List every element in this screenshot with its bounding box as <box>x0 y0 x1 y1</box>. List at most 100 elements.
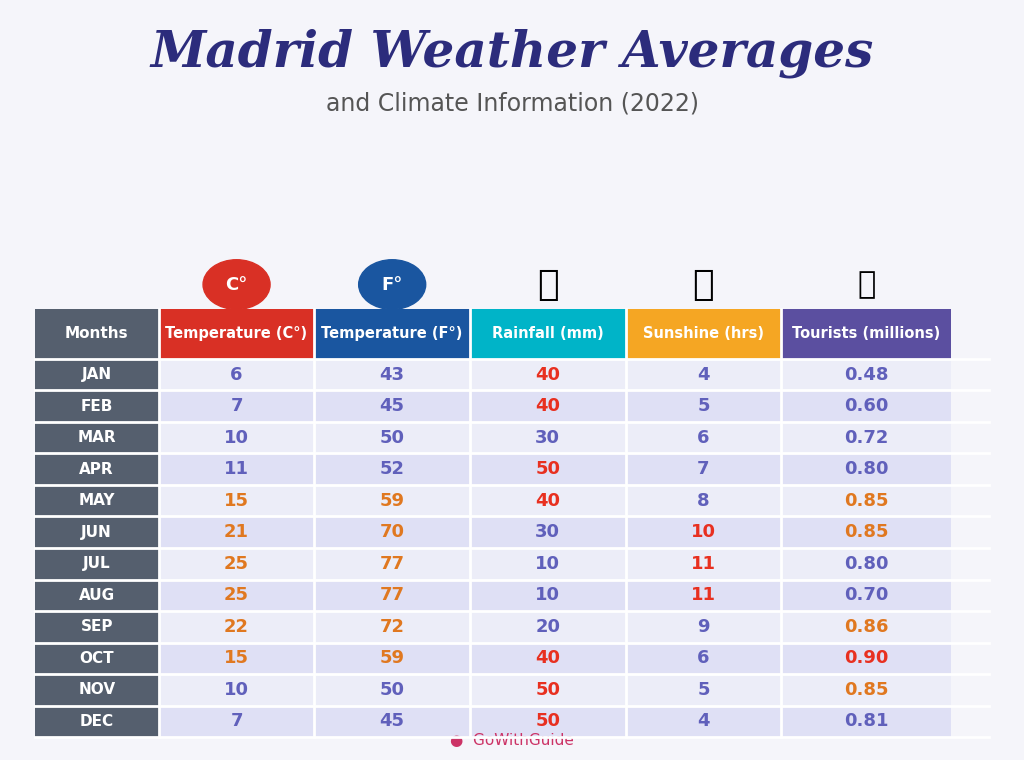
Text: Months: Months <box>65 326 128 341</box>
Text: 30: 30 <box>536 523 560 541</box>
Text: 5: 5 <box>697 397 710 415</box>
Text: 7: 7 <box>697 461 710 478</box>
FancyBboxPatch shape <box>781 359 951 391</box>
Text: AUG: AUG <box>79 587 115 603</box>
FancyBboxPatch shape <box>470 309 626 359</box>
FancyBboxPatch shape <box>626 674 781 705</box>
FancyBboxPatch shape <box>314 454 470 485</box>
FancyBboxPatch shape <box>314 309 470 359</box>
Text: JAN: JAN <box>82 367 112 382</box>
FancyBboxPatch shape <box>781 391 951 422</box>
Text: Madrid Weather Averages: Madrid Weather Averages <box>151 28 873 78</box>
Text: APR: APR <box>80 462 114 477</box>
FancyBboxPatch shape <box>314 674 470 705</box>
FancyBboxPatch shape <box>35 548 159 580</box>
FancyBboxPatch shape <box>35 611 159 642</box>
Text: 4: 4 <box>697 366 710 384</box>
Text: 15: 15 <box>224 649 249 667</box>
Text: 30: 30 <box>536 429 560 447</box>
Text: 6: 6 <box>230 366 243 384</box>
Text: 0.80: 0.80 <box>844 461 889 478</box>
Text: 43: 43 <box>380 366 404 384</box>
FancyBboxPatch shape <box>35 309 159 359</box>
Text: 10: 10 <box>536 555 560 573</box>
Text: 77: 77 <box>380 555 404 573</box>
Text: JUN: JUN <box>81 524 112 540</box>
Text: FEB: FEB <box>81 399 113 413</box>
FancyBboxPatch shape <box>470 391 626 422</box>
Text: 52: 52 <box>380 461 404 478</box>
FancyBboxPatch shape <box>35 359 159 391</box>
Text: 0.60: 0.60 <box>844 397 889 415</box>
FancyBboxPatch shape <box>781 309 951 359</box>
Circle shape <box>203 260 270 309</box>
FancyBboxPatch shape <box>314 705 470 737</box>
FancyBboxPatch shape <box>314 359 470 391</box>
Text: 50: 50 <box>536 681 560 698</box>
Text: 0.85: 0.85 <box>844 492 889 510</box>
Text: ●  GoWithGuide: ● GoWithGuide <box>451 733 573 749</box>
Text: SEP: SEP <box>81 619 113 635</box>
FancyBboxPatch shape <box>470 674 626 705</box>
Text: DEC: DEC <box>80 714 114 729</box>
FancyBboxPatch shape <box>470 485 626 517</box>
Text: 11: 11 <box>691 555 716 573</box>
Text: 0.72: 0.72 <box>844 429 889 447</box>
FancyBboxPatch shape <box>159 517 314 548</box>
Text: 7: 7 <box>230 712 243 730</box>
Text: 0.90: 0.90 <box>844 649 889 667</box>
Text: Tourists (millions): Tourists (millions) <box>793 326 940 341</box>
FancyBboxPatch shape <box>314 580 470 611</box>
FancyBboxPatch shape <box>159 674 314 705</box>
FancyBboxPatch shape <box>159 485 314 517</box>
FancyBboxPatch shape <box>159 548 314 580</box>
Text: Temperature (F°): Temperature (F°) <box>322 326 463 341</box>
Text: 6: 6 <box>697 429 710 447</box>
FancyBboxPatch shape <box>35 580 159 611</box>
FancyBboxPatch shape <box>159 359 314 391</box>
Text: 25: 25 <box>224 586 249 604</box>
FancyBboxPatch shape <box>781 611 951 642</box>
Text: 40: 40 <box>536 492 560 510</box>
Text: 0.80: 0.80 <box>844 555 889 573</box>
FancyBboxPatch shape <box>35 485 159 517</box>
Text: and Climate Information (2022): and Climate Information (2022) <box>326 91 698 116</box>
FancyBboxPatch shape <box>626 485 781 517</box>
FancyBboxPatch shape <box>159 391 314 422</box>
FancyBboxPatch shape <box>781 422 951 454</box>
FancyBboxPatch shape <box>35 705 159 737</box>
Text: NOV: NOV <box>78 682 116 697</box>
Text: 70: 70 <box>380 523 404 541</box>
FancyBboxPatch shape <box>35 517 159 548</box>
FancyBboxPatch shape <box>626 705 781 737</box>
Text: 22: 22 <box>224 618 249 636</box>
FancyBboxPatch shape <box>470 359 626 391</box>
FancyBboxPatch shape <box>626 391 781 422</box>
FancyBboxPatch shape <box>781 485 951 517</box>
FancyBboxPatch shape <box>314 391 470 422</box>
Text: 40: 40 <box>536 649 560 667</box>
FancyBboxPatch shape <box>626 548 781 580</box>
FancyBboxPatch shape <box>314 517 470 548</box>
FancyBboxPatch shape <box>470 705 626 737</box>
FancyBboxPatch shape <box>470 580 626 611</box>
FancyBboxPatch shape <box>470 611 626 642</box>
Text: 72: 72 <box>380 618 404 636</box>
Text: 0.81: 0.81 <box>844 712 889 730</box>
FancyBboxPatch shape <box>470 517 626 548</box>
FancyBboxPatch shape <box>35 391 159 422</box>
FancyBboxPatch shape <box>159 611 314 642</box>
FancyBboxPatch shape <box>470 548 626 580</box>
FancyBboxPatch shape <box>314 485 470 517</box>
Text: Temperature (C°): Temperature (C°) <box>166 326 307 341</box>
Text: 9: 9 <box>697 618 710 636</box>
Text: 10: 10 <box>536 586 560 604</box>
Text: Rainfall (mm): Rainfall (mm) <box>492 326 604 341</box>
Text: F°: F° <box>382 276 402 293</box>
Text: 15: 15 <box>224 492 249 510</box>
FancyBboxPatch shape <box>781 548 951 580</box>
FancyBboxPatch shape <box>159 580 314 611</box>
FancyBboxPatch shape <box>781 705 951 737</box>
Text: OCT: OCT <box>80 651 114 666</box>
Text: 8: 8 <box>697 492 710 510</box>
